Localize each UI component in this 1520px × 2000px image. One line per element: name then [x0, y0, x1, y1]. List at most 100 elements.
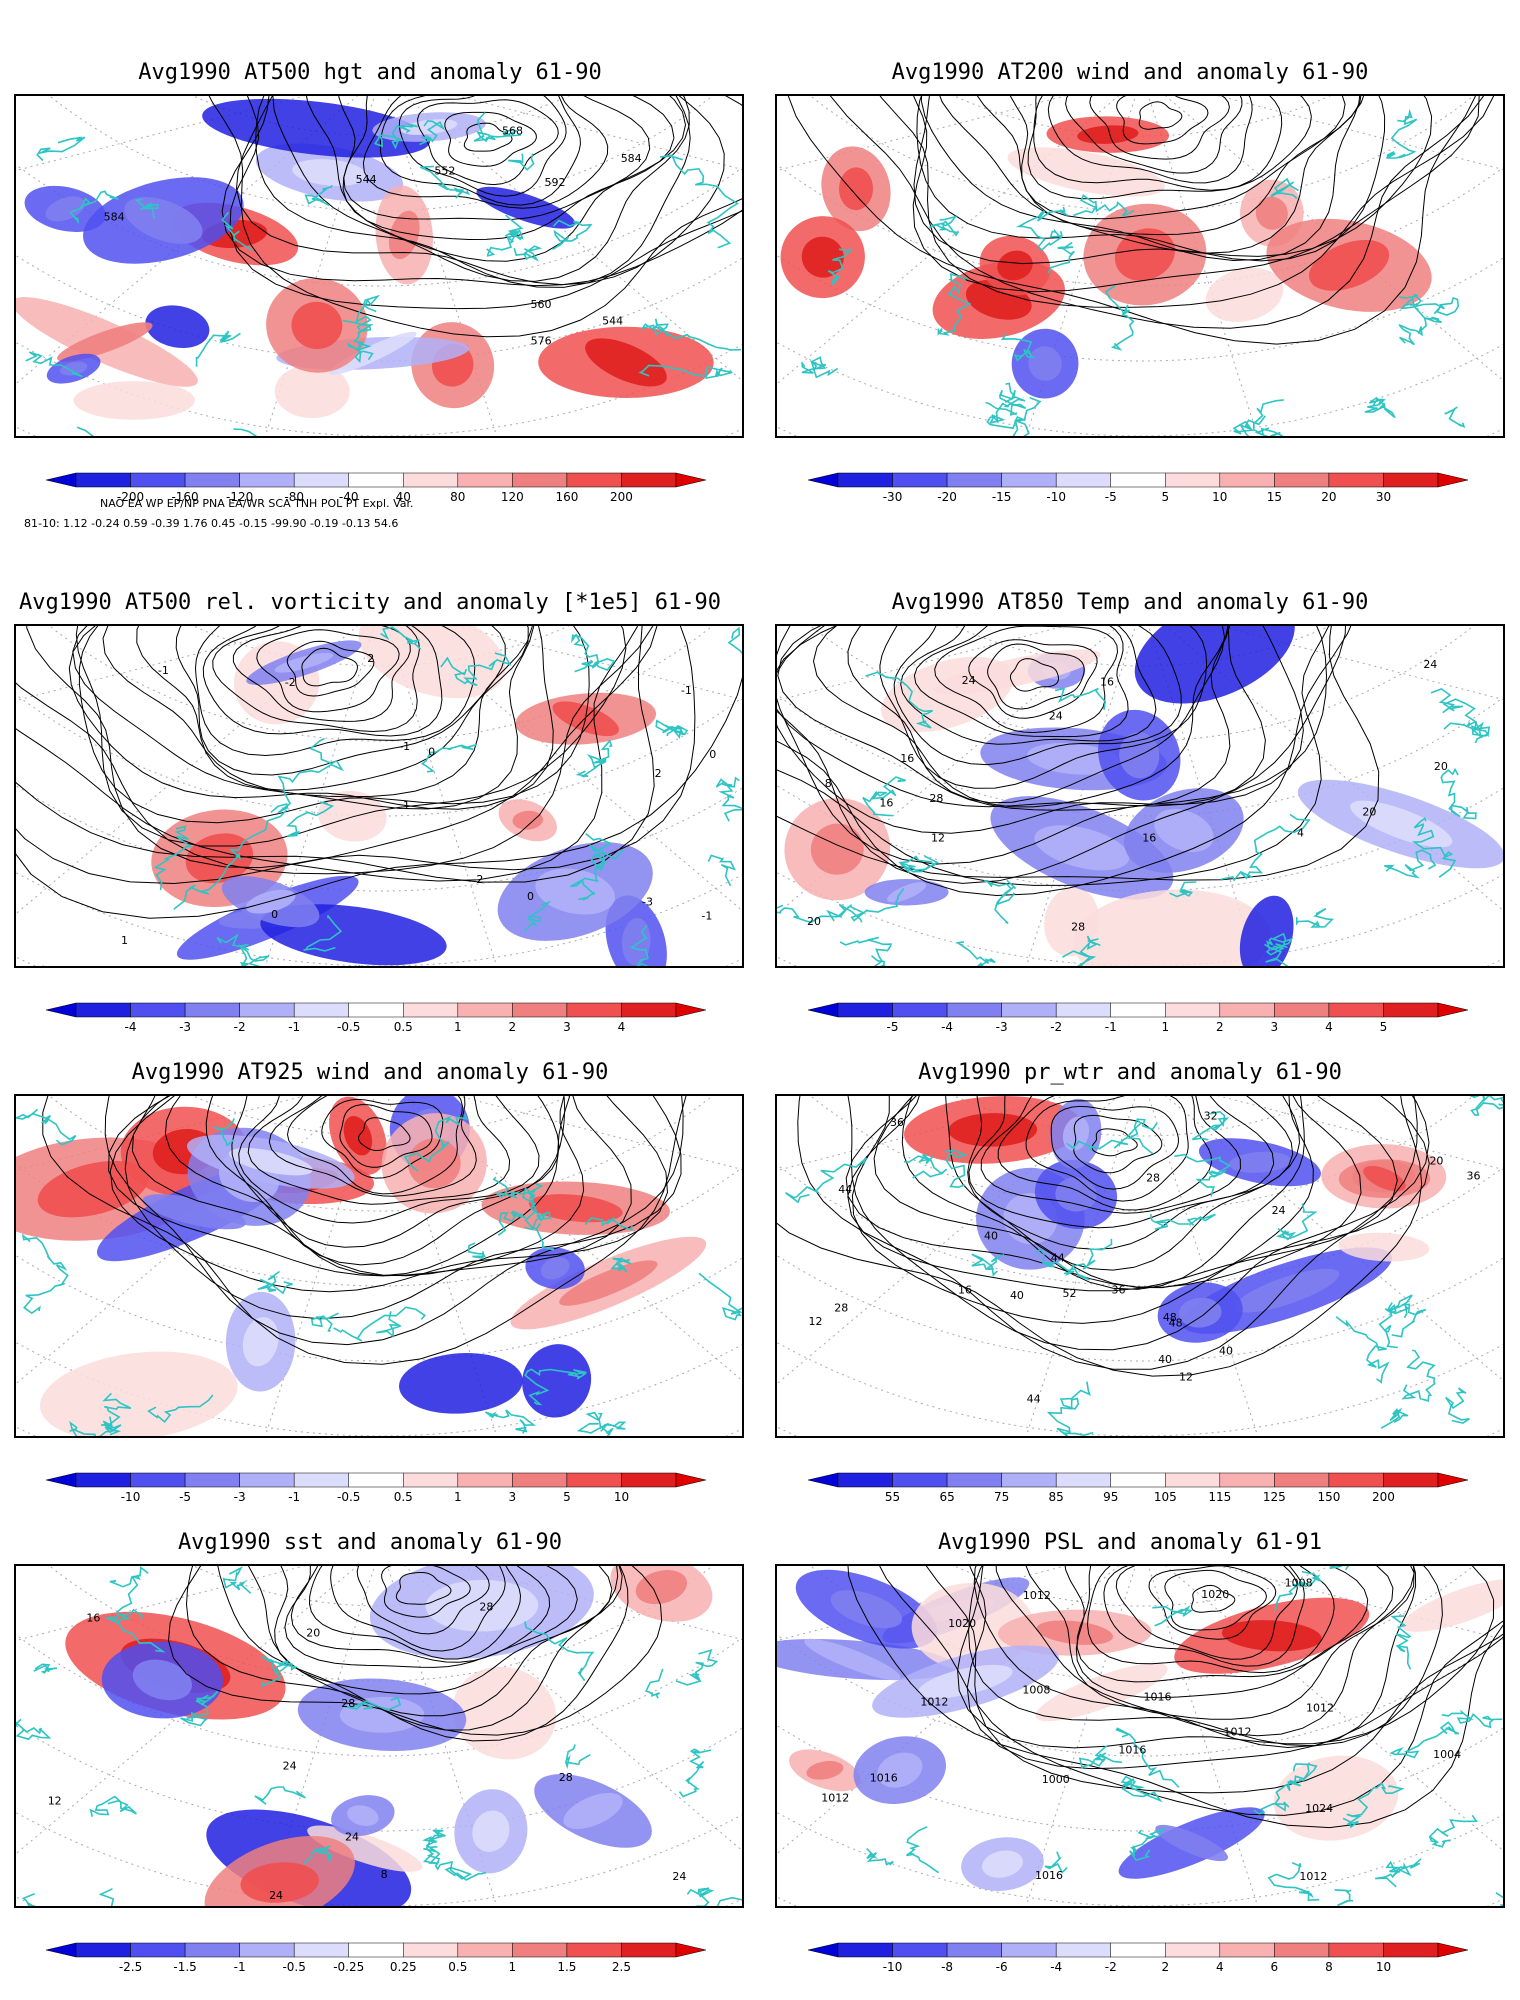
- colorbar-tick-label: 1: [453, 1490, 462, 1504]
- colorbar-tick-label: -10: [882, 1960, 903, 1974]
- contour-label: 36: [1467, 1169, 1481, 1182]
- contour-label: 12: [808, 1315, 822, 1328]
- contour-label: 48: [1163, 1311, 1177, 1324]
- colorbar-tick-label: -10: [1046, 490, 1066, 504]
- colorbar-tick-label: 3: [1270, 1020, 1279, 1034]
- map-panel-1: Avg1990 AT500 hgt and anomaly 61-90 544 54…: [0, 60, 744, 510]
- contour-label: 1: [403, 799, 410, 812]
- colorbar-tick-label: -0.5: [337, 1020, 361, 1034]
- contour-label: 1: [121, 934, 128, 947]
- colorbar-tick-label: -15: [991, 490, 1012, 504]
- contour-label: 16: [1142, 831, 1156, 844]
- colorbar-tick-label: 160: [555, 490, 579, 504]
- map-plot: 20 24 4 8 12 16 16 20 24 28 16 16 24 20 28: [775, 624, 1505, 968]
- contour-label: 544: [356, 173, 377, 186]
- contour-label: 1012: [920, 1695, 948, 1708]
- teleconnection-row: 81-10: 1.12 -0.24 0.59 -0.39 1.76 0.45 -…: [24, 517, 399, 530]
- contour-label: 44: [838, 1183, 852, 1196]
- colorbar-tick-label: 3: [508, 1490, 517, 1504]
- colorbar-tick-label: 115: [1208, 1490, 1232, 1504]
- map-panel-7: Avg1990 sst and anomaly 61-90 28 24 8 12 16 20…: [0, 1530, 744, 1980]
- contour-label: 1016: [1035, 1869, 1063, 1882]
- colorbar-tick-label: -120: [226, 490, 254, 504]
- contour-label: -2: [472, 873, 483, 886]
- colorbar-tick-label: 0.5: [393, 1020, 413, 1034]
- map-panel-6: Avg1990 pr_wtr and anomaly 61-90 52 44 12 40…: [760, 1060, 1505, 1512]
- contour-label: 568: [502, 124, 523, 137]
- colorbar-tick-label: -10: [120, 1490, 141, 1504]
- colorbar: -5 -4 -3 -2 -1 1 2 3 4 5: [808, 1002, 1468, 1042]
- contour-label: 584: [621, 152, 642, 165]
- contour-label: 32: [1204, 1109, 1218, 1122]
- colorbar-tick-label: -8: [941, 1960, 954, 1974]
- colorbar-tick-label: -4: [941, 1020, 954, 1034]
- contour-label: 1016: [1118, 1744, 1146, 1757]
- contour-label: 28: [341, 1697, 355, 1710]
- panel-title: Avg1990 sst and anomaly 61-90: [177, 1530, 563, 1555]
- contour-label: 1020: [1201, 1588, 1229, 1601]
- contour-label: 1012: [1299, 1870, 1327, 1883]
- contour-label: 1008: [1022, 1684, 1050, 1697]
- contour-label: 28: [1146, 1171, 1160, 1184]
- colorbar-tick-label: -5: [179, 1490, 192, 1504]
- colorbar-tick-label: -2: [233, 1020, 246, 1034]
- contour-label: 24: [345, 1831, 359, 1844]
- contour-label: 584: [104, 211, 125, 224]
- colorbar-tick-label: 1: [508, 1960, 517, 1974]
- contour-label: 36: [890, 1116, 904, 1129]
- colorbar-tick-label: 2.5: [611, 1960, 631, 1974]
- map-plot: 1016 1012 1012 1008 1020 1024 1016 1020 1012 1016…: [775, 1564, 1505, 1908]
- colorbar-tick-label: 3: [563, 1020, 571, 1034]
- contour-label: 8: [825, 777, 832, 790]
- colorbar: -10 -5 -3 -1 -0.5 0.5 1 3 5 10: [46, 1472, 706, 1512]
- colorbar-tick-label: 4: [1215, 1960, 1224, 1974]
- contour-label: 8: [381, 1868, 388, 1881]
- contour-label: 52: [1062, 1287, 1076, 1300]
- contour-label: 1012: [821, 1792, 849, 1805]
- colorbar-tick-label: 5: [563, 1490, 571, 1504]
- contour-label: 28: [559, 1771, 573, 1784]
- contour-label: 4: [1297, 827, 1304, 840]
- contour-label: -1: [158, 664, 169, 677]
- contour-label: 1016: [870, 1771, 898, 1784]
- colorbar-tick-label: -200: [116, 490, 145, 504]
- colorbar-tick-label: 75: [993, 1490, 1010, 1504]
- contour-label: 2: [367, 652, 374, 665]
- colorbar-tick-label: 1: [453, 1020, 462, 1034]
- map-panel-3: Avg1990 AT500 rel. vorticity and anomaly…: [0, 590, 744, 1040]
- map-plot: [14, 1094, 744, 1438]
- colorbar-tick-label: 30: [1375, 490, 1392, 504]
- map-plot: 28 24 8 12 16 20 24 28 24 28 24: [14, 1564, 744, 1908]
- colorbar-tick-label: -20: [937, 490, 957, 504]
- colorbar: 55 65 75 85 95 105 115 125 150 200: [808, 1472, 1468, 1512]
- colorbar-tick-label: -3: [233, 1490, 246, 1504]
- contour-label: 0: [527, 890, 534, 903]
- colorbar-tick-label: 15: [1266, 490, 1282, 504]
- colorbar-tick-label: 40: [395, 490, 411, 504]
- contour-label: -1: [681, 684, 692, 697]
- contour-label: 44: [1027, 1392, 1041, 1405]
- teleconnection-header: NAO EA WP EP/NP PNA EA/WR SCA TNH POL PT…: [100, 497, 414, 510]
- contour-label: 16: [958, 1283, 972, 1296]
- colorbar-tick-label: 4: [617, 1020, 626, 1034]
- contour-label: 576: [531, 334, 552, 347]
- panel-title: Avg1990 AT925 wind and anomaly 61-90: [131, 1060, 609, 1085]
- contour-label: 20: [1362, 805, 1376, 818]
- map-plot: 544 544 552 560 568 576 584 592 584: [14, 94, 744, 438]
- colorbar-tick-label: -5: [886, 1020, 899, 1034]
- colorbar-tick-label: 120: [500, 490, 524, 504]
- contour-label: 20: [1434, 760, 1448, 773]
- contour-label: 28: [929, 792, 943, 805]
- contour-label: 36: [1112, 1283, 1126, 1296]
- contour-label: -2: [285, 676, 296, 689]
- contour-label: 552: [434, 165, 455, 178]
- colorbar-tick-label: 65: [939, 1490, 955, 1504]
- colorbar-tick-label: -80: [284, 490, 304, 504]
- contour-label: 20: [306, 1626, 320, 1639]
- colorbar-tick-label: -2: [1050, 1020, 1063, 1034]
- map-plot: 52 44 12 40 36 28 24 20 16 12 48 44 40 36 40 32 28 44 48 40…: [775, 1094, 1505, 1438]
- colorbar-tick-label: -2: [1104, 1960, 1117, 1974]
- colorbar-tick-label: -6: [995, 1960, 1008, 1974]
- colorbar-tick-label: 2: [1215, 1020, 1224, 1034]
- colorbar-tick-label: 5: [1379, 1020, 1388, 1034]
